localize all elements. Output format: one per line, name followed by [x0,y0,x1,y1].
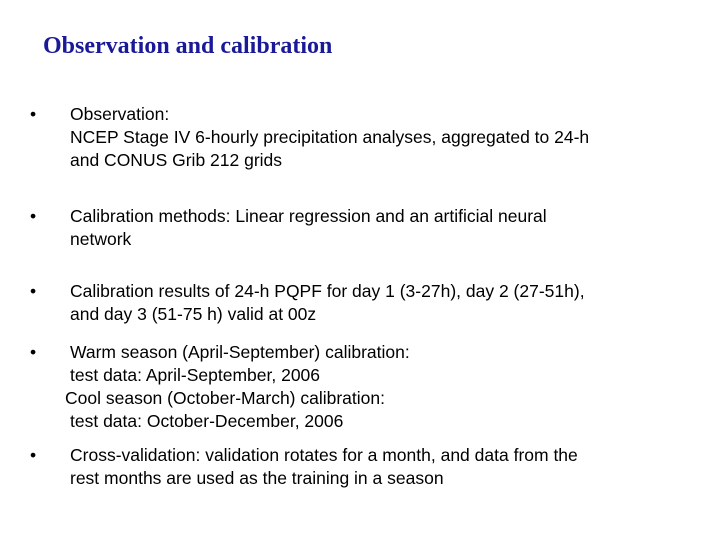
bullet-text-line: test data: April-September, 2006 [70,365,321,385]
bullet-calibration-results: • Calibration results of 24-h PQPF for d… [30,280,670,326]
bullet-text-line: Calibration results of 24-h PQPF for day… [70,281,585,301]
bullet-text-line: network [70,229,132,249]
slide-title: Observation and calibration [43,33,333,59]
bullet-cross-validation: • Cross-validation: validation rotates f… [30,444,670,490]
bullet-observation: • Observation: NCEP Stage IV 6-hourly pr… [30,103,670,172]
bullet-text-line: rest months are used as the training in … [70,468,444,488]
bullet-dot: • [30,104,37,124]
bullet-text-line: and day 3 (51-75 h) valid at 00z [70,304,317,324]
bullet-dot: • [30,206,37,226]
bullet-text-line: Warm season (April-September) calibratio… [70,342,410,362]
bullet-calibration-methods: • Calibration methods: Linear regression… [30,205,670,251]
bullet-text-line: test data: October-December, 2006 [70,411,344,431]
bullet-dot: • [30,342,37,362]
bullet-text-line: Calibration methods: Linear regression a… [70,206,547,226]
bullet-text-line: Cool season (October-March) calibration: [65,388,385,408]
bullet-text-line: NCEP Stage IV 6-hourly precipitation ana… [70,127,590,147]
bullet-seasons: • Warm season (April-September) calibrat… [30,341,670,433]
bullet-dot: • [30,281,37,301]
bullet-text-line: and CONUS Grib 212 grids [70,150,283,170]
bullet-text-line: Cross-validation: validation rotates for… [70,445,578,465]
bullet-text-line: Observation: [70,104,170,124]
bullet-dot: • [30,445,37,465]
